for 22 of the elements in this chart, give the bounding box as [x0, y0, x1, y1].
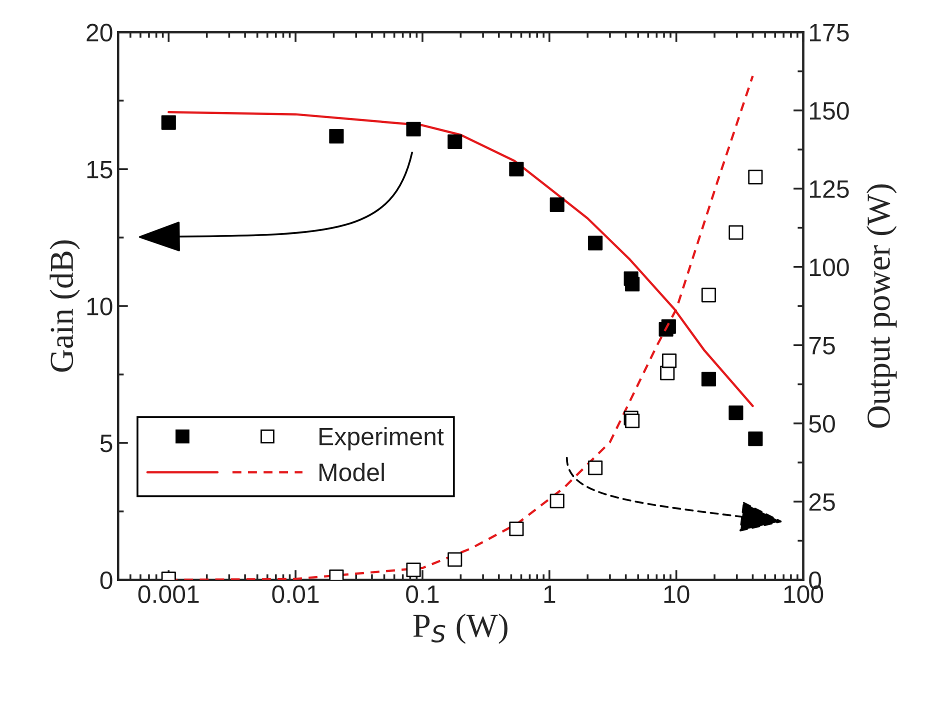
y-tick-label: 0	[100, 571, 112, 590]
y2-tick-label: 50	[809, 414, 835, 433]
x-tick-label: 0.01	[272, 585, 319, 604]
y2-tick-label: 175	[810, 24, 849, 42]
y-axis-title: Gain (dB)	[50, 240, 80, 372]
y2-tick-label: 25	[809, 493, 835, 511]
x-tick-label: 0.001	[138, 585, 199, 604]
y2-axis-title: Output power (W)	[866, 184, 897, 428]
y-tick-label: 15	[87, 160, 112, 178]
x-tick-label: 0.1	[406, 585, 439, 604]
legend-label: Experiment	[320, 427, 444, 450]
x-tick-label: 1	[544, 586, 556, 603]
x-tick-label: 10	[664, 585, 690, 604]
y-tick-label: 10	[87, 298, 112, 316]
y2-tick-label: 75	[809, 337, 835, 354]
y2-tick-label: 150	[810, 102, 849, 120]
y2-tick-label: 100	[810, 258, 849, 276]
y-tick-label: 5	[100, 434, 112, 452]
legend-label: Model	[320, 462, 384, 482]
y2-tick-label: 125	[810, 180, 849, 198]
x-axis-title: P$_{S}$ (W)	[413, 614, 508, 644]
y-tick-label: 20	[86, 24, 112, 42]
